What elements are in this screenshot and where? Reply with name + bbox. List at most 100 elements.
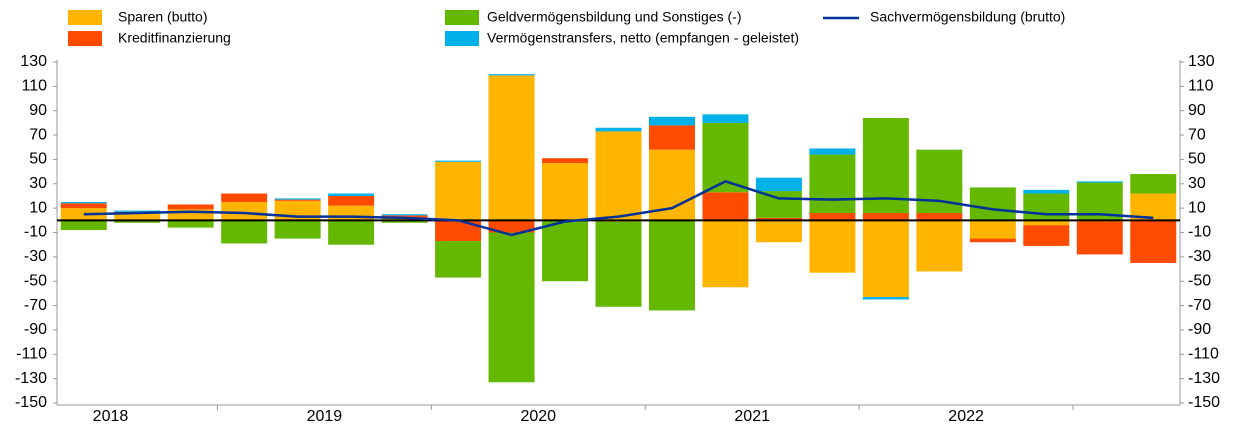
bar <box>595 127 642 132</box>
y2-tick-label: 90 <box>1188 102 1206 119</box>
bar <box>542 158 589 164</box>
legend-label: Vermögenstransfers, netto (empfangen - g… <box>487 30 799 46</box>
y2-tick-label: 10 <box>1188 199 1206 216</box>
y2-tick-label: -70 <box>1188 297 1211 314</box>
bar <box>274 220 321 239</box>
bar <box>702 114 749 123</box>
bar <box>969 187 1016 221</box>
bar <box>809 220 856 273</box>
bar <box>488 75 535 221</box>
bar <box>702 220 749 288</box>
bar <box>595 221 642 307</box>
bar <box>435 161 482 221</box>
bar <box>488 74 535 76</box>
x-tick-label: 2019 <box>307 408 343 425</box>
y-tick-label: -110 <box>16 346 47 363</box>
y-tick-label: -70 <box>24 297 47 314</box>
bar <box>916 213 963 221</box>
x-tick-label: 2018 <box>93 408 129 425</box>
bar <box>114 220 161 223</box>
bar <box>542 220 589 282</box>
bar <box>167 204 214 210</box>
bar <box>969 220 1016 239</box>
legend-swatch <box>68 10 102 25</box>
y2-tick-label: -130 <box>1188 370 1220 387</box>
bar <box>435 160 482 162</box>
bar <box>648 125 695 150</box>
y-tick-label: 10 <box>29 199 47 216</box>
bar <box>755 217 802 221</box>
y2-tick-label: -110 <box>1188 346 1219 363</box>
y-tick-label: -30 <box>24 248 47 265</box>
bar <box>1130 174 1177 194</box>
bar <box>435 241 482 278</box>
bar <box>381 220 428 223</box>
legend-label: Sparen (butto) <box>118 9 208 25</box>
legend-label: Kreditfinanzierung <box>118 30 231 46</box>
bar <box>542 163 589 221</box>
bar <box>755 191 802 218</box>
bar <box>1076 221 1123 255</box>
bar <box>648 116 695 126</box>
bar <box>60 202 107 204</box>
bar <box>221 202 268 221</box>
bar <box>595 131 642 221</box>
bar <box>167 209 214 221</box>
bar <box>60 203 107 209</box>
bar <box>1023 220 1070 226</box>
y-tick-label: 30 <box>29 175 47 192</box>
y-tick-label: -10 <box>24 224 47 241</box>
bar <box>1023 189 1070 194</box>
y2-tick-label: -30 <box>1188 248 1211 265</box>
y2-tick-label: -90 <box>1188 321 1211 338</box>
bar <box>488 232 535 383</box>
y-tick-label: -50 <box>24 272 47 289</box>
y2-tick-label: 110 <box>1188 78 1214 95</box>
bar <box>114 213 161 221</box>
x-tick-label: 2022 <box>948 408 984 425</box>
y2-tick-label: 30 <box>1188 175 1206 192</box>
line <box>83 180 1154 237</box>
y-tick-label: 90 <box>29 102 47 119</box>
legend-swatch <box>445 10 479 25</box>
y-tick-label: 50 <box>29 151 47 168</box>
bar <box>274 198 321 200</box>
y-tick-label: -130 <box>15 370 47 387</box>
legend-swatch <box>68 31 102 46</box>
y2-tick-label: 130 <box>1188 53 1215 70</box>
bar <box>969 238 1016 243</box>
bar <box>1130 220 1177 263</box>
y-tick-label: 110 <box>21 78 47 95</box>
y2-tick-label: 70 <box>1188 126 1206 143</box>
bar <box>488 220 535 233</box>
bar <box>328 220 375 245</box>
bar <box>221 220 268 244</box>
bar <box>809 148 856 155</box>
bar <box>1023 193 1070 221</box>
bar <box>1076 181 1123 183</box>
x-tick-label: 2021 <box>734 408 770 425</box>
x-tick-label: 2020 <box>520 408 556 425</box>
bar <box>274 199 321 201</box>
bar <box>328 193 375 196</box>
bar <box>755 220 802 243</box>
y2-tick-label: -10 <box>1188 224 1211 241</box>
bar <box>862 220 909 298</box>
bar <box>809 154 856 214</box>
legend-swatch <box>445 31 479 46</box>
y-tick-label: 70 <box>29 126 47 143</box>
bar <box>1023 225 1070 246</box>
bar <box>755 177 802 192</box>
bar <box>167 220 214 228</box>
bar <box>381 214 428 216</box>
bar <box>648 220 695 311</box>
y-tick-label: 130 <box>20 53 47 70</box>
bar <box>60 220 107 231</box>
legend-label: Geldvermögensbildung und Sonstiges (-) <box>487 9 741 25</box>
y2-tick-label: 50 <box>1188 151 1206 168</box>
bar <box>702 192 749 221</box>
y2-tick-label: -50 <box>1188 272 1211 289</box>
bar <box>809 213 856 221</box>
bar <box>114 210 161 212</box>
